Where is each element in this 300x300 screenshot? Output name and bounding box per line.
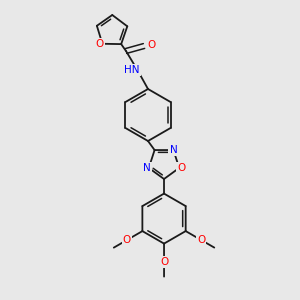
Text: O: O <box>123 235 131 245</box>
Text: O: O <box>197 235 206 245</box>
Text: O: O <box>95 39 103 49</box>
Text: O: O <box>160 256 168 267</box>
Text: N: N <box>169 145 177 155</box>
Text: O: O <box>177 163 185 173</box>
Text: O: O <box>148 40 156 50</box>
Text: HN: HN <box>124 65 140 75</box>
Text: N: N <box>143 163 151 173</box>
